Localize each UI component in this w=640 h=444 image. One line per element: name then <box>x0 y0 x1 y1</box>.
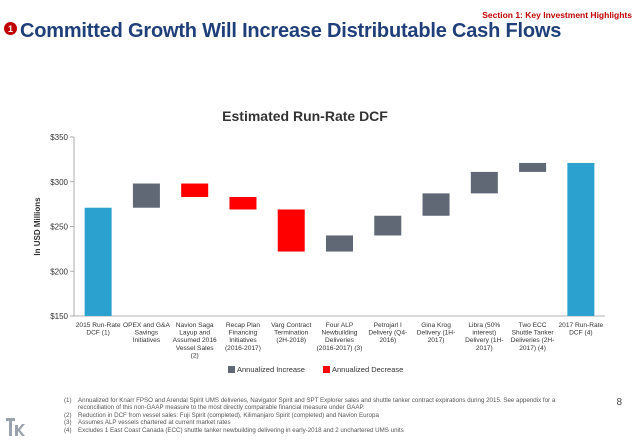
y-axis-label: In USD Millions <box>33 197 42 256</box>
bar-increase <box>374 215 402 236</box>
x-tick-label: Recap Plan Financing Initiatives (2016-2017… <box>225 322 261 352</box>
footnote-number: (2) <box>64 411 72 419</box>
y-tick-label: $200 <box>50 267 68 276</box>
slide-number-badge: 1 <box>4 22 17 35</box>
x-tick-label: Varg Contract Termination (2H-2018) <box>271 322 311 344</box>
section-label: Section 1: Key Investment Highlights <box>482 10 632 20</box>
x-tick-label: Two ECC Shuttle Tanker Deliveries (2H-2017… <box>511 322 555 352</box>
bar-total <box>567 162 595 316</box>
bar-increase <box>519 162 547 172</box>
footnote: (4) Excludes 1 East Coast Canada (ECC) sh… <box>64 427 584 434</box>
y-tick-label: $250 <box>50 223 68 232</box>
footnote-number: (3) <box>64 419 72 427</box>
footnote: (2) Reduction in DCF from vessel sales: F… <box>64 412 584 419</box>
y-tick-label: $350 <box>50 133 68 142</box>
bar-decrease <box>277 209 305 252</box>
x-tick-label: Navion Saga Layup and Assumed 2016 Vessel S… <box>173 322 217 359</box>
legend-swatch-decrease <box>323 366 330 373</box>
bar-increase <box>326 235 353 252</box>
y-tick-label: $150 <box>50 312 68 321</box>
footnote-text: Assumes ALP vessels chartered at current… <box>78 419 231 427</box>
slide-title: Committed Growth Will Increase Distribut… <box>20 20 562 42</box>
bar-increase <box>422 193 450 216</box>
waterfall-chart: $150 $200 $250 $300 $350 In USD Millions 2015 … <box>33 133 605 374</box>
x-tick-label: Four ALP Newbuilding Deliveries (2016-2017)… <box>317 322 363 352</box>
footnote: (3) Assumes ALP vessels chartered at curr… <box>64 419 584 426</box>
x-tick-label: Petrojarl I Delivery (Q4-2016) <box>368 322 407 344</box>
x-tick-label: 2015 Run-Rate DCF (1) <box>76 322 121 337</box>
x-tick-label: Libra (50% interest) Delivery (1H-2017) <box>465 322 503 352</box>
footnote-text: Annualized for Knarr FPSO and Arendal Sp… <box>78 397 556 412</box>
legend-label: Annualized Increase <box>237 365 305 374</box>
bar-total <box>84 207 112 316</box>
footnotes: (1) Annualized for Knarr FPSO and Arendal… <box>64 397 584 434</box>
x-tick-label: 2017 Run-Rate DCF (4) <box>558 322 603 337</box>
x-tick-label: Gina Krog Delivery (1H-2017) <box>417 322 455 344</box>
x-tick-label: OPEX and G&A Savings Initiatives <box>123 322 171 344</box>
footnote-text: Excludes 1 East Coast Canada (ECC) shutt… <box>78 426 404 434</box>
footnote-number: (1) <box>64 397 72 404</box>
bar-decrease <box>181 183 209 197</box>
y-tick-label: $300 <box>50 178 68 187</box>
legend-swatch-increase <box>228 366 235 373</box>
chart-title: Estimated Run-Rate DCF <box>222 108 388 124</box>
footnote-number: (4) <box>64 426 72 434</box>
teekay-logo-icon <box>6 418 25 436</box>
bar-decrease <box>229 196 257 210</box>
footnote-text: Reduction in DCF from vessel sales: Fuji… <box>78 411 379 419</box>
page-number: 8 <box>616 397 622 408</box>
bar-increase <box>132 183 160 208</box>
footnote: (1) Annualized for Knarr FPSO and Arendal… <box>64 397 584 412</box>
slide-title-row: 1 Committed Growth Will Increase Distrib… <box>4 20 561 43</box>
bar-increase <box>470 171 498 194</box>
legend-label: Annualized Decrease <box>332 365 403 374</box>
